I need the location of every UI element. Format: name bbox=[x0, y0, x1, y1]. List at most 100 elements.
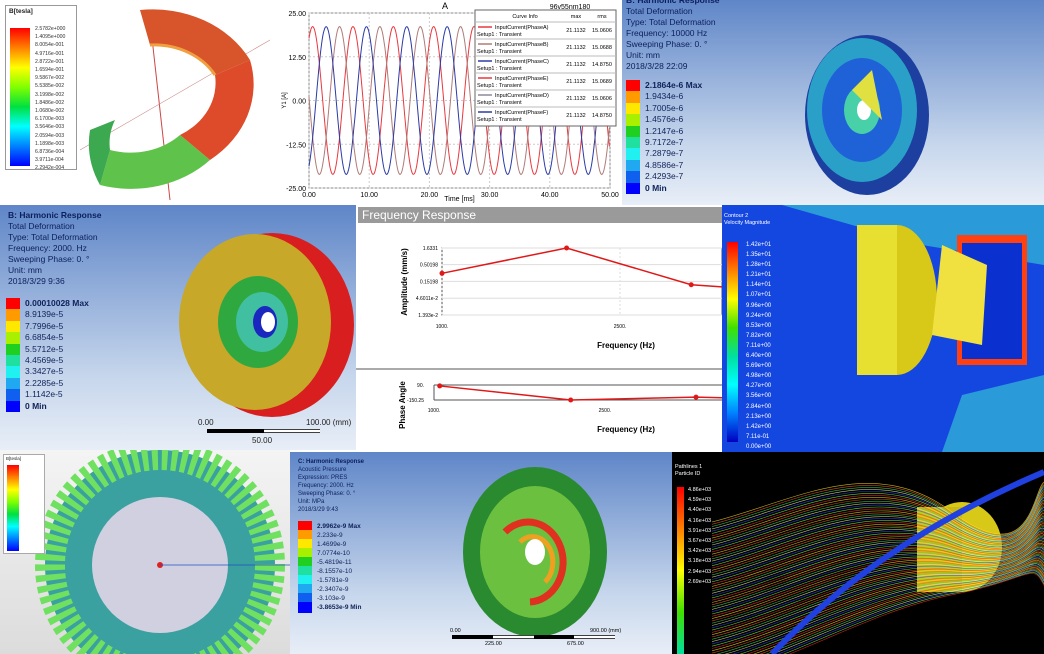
amplitude-point bbox=[439, 270, 445, 276]
legend-row: 7.2879e-7 bbox=[626, 148, 702, 160]
legend-value: 4.4569e-5 bbox=[25, 354, 64, 365]
pathline bbox=[739, 565, 1044, 654]
pathline bbox=[711, 549, 1044, 631]
result-line: Total Deformation bbox=[8, 221, 75, 231]
result-line: Frequency: 2000. Hz bbox=[8, 243, 87, 253]
legend-value: -3.103e-9 bbox=[317, 595, 345, 602]
legend-value: 2.2285e-5 bbox=[25, 377, 64, 388]
legend-row: 2.4293e-7 bbox=[626, 171, 702, 183]
legend-max: 21.1132 bbox=[566, 28, 585, 34]
legend-swatch bbox=[298, 574, 312, 587]
pathline bbox=[711, 527, 1044, 594]
result-line: Type: Total Deformation bbox=[626, 17, 716, 27]
legend-row: 1.2147e-6 bbox=[626, 125, 702, 137]
x-tick-label: 0.00 bbox=[302, 192, 316, 199]
legend-value: 8.9139e-5 bbox=[25, 309, 64, 320]
legend-swatch bbox=[6, 400, 20, 412]
legend-value: 3.56e+00 bbox=[746, 393, 772, 400]
legend-swatch bbox=[626, 171, 640, 183]
legend-value: 2.0594e-003 bbox=[35, 132, 65, 139]
panel-header: Frequency Response bbox=[358, 207, 722, 223]
pathline bbox=[711, 487, 1044, 538]
legend-value: 1.2147e-6 bbox=[645, 125, 684, 136]
legend-value: 3.91e+03 bbox=[688, 527, 712, 534]
pathlines-subtitle: Particle ID bbox=[675, 471, 701, 477]
legend-swatch bbox=[626, 114, 640, 126]
legend-value: 9.5867e-002 bbox=[35, 75, 65, 82]
pathline bbox=[711, 532, 1044, 601]
result-line: Sweeping Phase: 0. ° bbox=[8, 254, 90, 264]
legend-value: 2.2942e-004 bbox=[35, 165, 65, 172]
result-line: Total Deformation bbox=[626, 6, 693, 16]
legend-value: 2.8722e-001 bbox=[35, 58, 65, 65]
legend-value: 1.4576e-6 bbox=[645, 114, 684, 125]
legend-row: 9.7172e-7 bbox=[626, 136, 702, 149]
pathline bbox=[711, 534, 1044, 606]
legend-series-name: InputCurrent(PhaseD) bbox=[495, 93, 549, 99]
legend-value: -8.1557e-10 bbox=[317, 568, 353, 575]
result-line: 2018/3/29 9:36 bbox=[8, 276, 65, 286]
cfd-model bbox=[782, 205, 1044, 452]
legend-row: -3.103e-9 bbox=[298, 592, 361, 605]
legend-value: 3.18e+03 bbox=[688, 558, 712, 565]
y-tick-label: 90. bbox=[417, 383, 424, 389]
pathline bbox=[711, 489, 1044, 538]
legend-swatch bbox=[298, 592, 312, 605]
pathline bbox=[711, 529, 1044, 596]
legend-value: -3.8653e-9 Min bbox=[317, 604, 362, 611]
legend-value: 4.59e+03 bbox=[688, 497, 712, 504]
pathline bbox=[711, 552, 1044, 638]
legend-value: 6.8736e-004 bbox=[35, 149, 65, 156]
pathline bbox=[711, 483, 1044, 536]
legend-row: 2.233e-9 bbox=[298, 529, 361, 542]
legend-value: 7.7996e-5 bbox=[25, 320, 64, 331]
pathline bbox=[769, 469, 1044, 654]
tesla-legend: B[tesla] 2.5782e+000 1.4095e+000 8.0054e-0… bbox=[5, 5, 77, 172]
scale-right: 100.00 (mm) bbox=[306, 418, 352, 427]
legend-value: 2.84e+00 bbox=[746, 403, 772, 410]
pathline bbox=[711, 557, 1044, 647]
legend-max: 21.1132 bbox=[566, 96, 585, 102]
magnetic-field-panel: B[tesla] 2.5782e+000 1.4095e+000 8.0054e-0… bbox=[0, 0, 280, 205]
legend-header: Curve Info bbox=[512, 14, 537, 20]
legend-value: 1.1142e-5 bbox=[25, 389, 63, 400]
phase-point bbox=[437, 383, 443, 389]
legend-max: 21.1132 bbox=[566, 79, 585, 85]
x-tick-label: 2500. bbox=[614, 324, 627, 330]
legend-row: 1.1142e-5 bbox=[6, 389, 89, 401]
legend-value: 5.5712e-5 bbox=[25, 343, 64, 354]
amplitude-line bbox=[441, 247, 722, 288]
y-tick-label: 1.6331 bbox=[423, 246, 439, 252]
legend-value: 1.28e+01 bbox=[746, 262, 772, 269]
legend-row: 4.8586e-7 bbox=[626, 159, 702, 172]
y-tick-label: 0.00 bbox=[292, 99, 306, 106]
pathline bbox=[753, 567, 1044, 654]
result-info: B: Harmonic Response Total Deformation Typ… bbox=[626, 0, 720, 72]
stator-model bbox=[35, 450, 290, 654]
legend-value: 7.82e+00 bbox=[746, 332, 772, 339]
legend-value: 5.69e+00 bbox=[746, 363, 772, 370]
result-line: Sweeping Phase: 0. ° bbox=[626, 39, 708, 49]
acoustic-pressure-panel: C: Harmonic Response Acoustic Pressure Exp… bbox=[290, 452, 672, 654]
legend-swatch bbox=[6, 377, 20, 390]
y-axis-label: Phase Angle bbox=[398, 381, 407, 429]
legend-value: 4.8586e-7 bbox=[645, 159, 684, 170]
legend-series-name: InputCurrent(PhaseB) bbox=[495, 42, 549, 48]
phase-point bbox=[568, 397, 574, 403]
legend-value: 1.1898e-003 bbox=[35, 140, 65, 147]
legend-value: 3.3427e-5 bbox=[25, 366, 64, 377]
legend-value: 8.53e+00 bbox=[746, 322, 772, 329]
legend-series-name: InputCurrent(PhaseA) bbox=[495, 25, 549, 31]
color-bar bbox=[727, 242, 738, 442]
legend-series-setup: Setup1 : Transient bbox=[477, 117, 522, 123]
legend-row: -5.4819e-11 bbox=[298, 556, 361, 569]
pathline bbox=[711, 517, 1044, 578]
phase-line bbox=[439, 385, 722, 401]
scale-left: 0.00 bbox=[198, 418, 214, 427]
y-tick-label: 1.393e-2 bbox=[418, 313, 438, 319]
legend-max: 21.1132 bbox=[566, 113, 585, 119]
y-tick-label: -12.50 bbox=[286, 142, 306, 149]
legend-rms: 15.0688 bbox=[592, 45, 612, 51]
frequency-response-panel: Frequency Response 1.6331 0.50198 0.15198 4… bbox=[356, 205, 722, 450]
chart-legend: Curve Info max rmsInputCurrent(PhaseA)Setu… bbox=[474, 9, 617, 127]
